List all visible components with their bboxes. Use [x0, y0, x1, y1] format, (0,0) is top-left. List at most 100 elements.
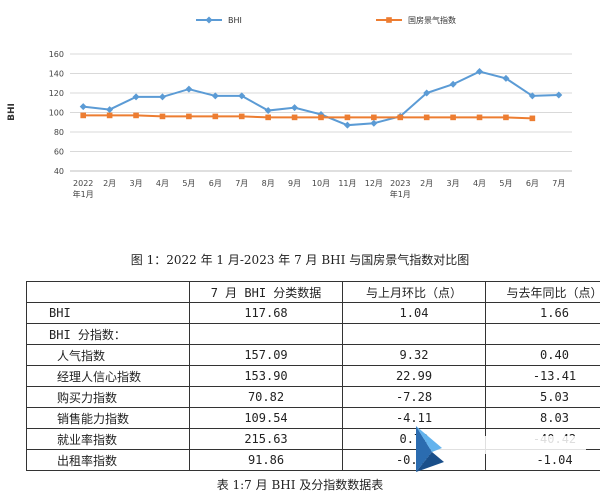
row-label: 人气指数 — [26, 344, 190, 366]
x-tick-label: 2月 — [103, 179, 116, 188]
table-row-group: BHI 分指数： — [26, 323, 600, 345]
data-point-bhi — [291, 104, 299, 112]
logo-watermark — [416, 426, 586, 472]
x-tick-line: 6月 — [209, 179, 222, 188]
y-tick-label: 140 — [49, 70, 64, 79]
data-point-bhi — [132, 93, 140, 101]
data-point-guofang — [212, 113, 219, 120]
x-tick-line: 2023 — [390, 179, 410, 188]
x-tick-label: 5月 — [182, 179, 195, 188]
data-point-guofang — [265, 114, 271, 121]
x-tick-label: 6月 — [526, 179, 539, 188]
data-point-guofang — [238, 113, 245, 120]
x-tick-label: 11月 — [338, 179, 356, 188]
x-tick-line: 2月 — [103, 179, 116, 188]
row-value: 215.63 — [189, 428, 343, 450]
row-mom: 9.32 — [342, 344, 486, 366]
row-label: 销售能力指数 — [26, 407, 190, 429]
x-tick-line: 8月 — [262, 179, 275, 188]
data-point-bhi — [106, 106, 114, 114]
row-value: 157.09 — [189, 344, 343, 366]
x-tick-label: 4月 — [473, 179, 486, 188]
x-tick-label: 3月 — [447, 179, 460, 188]
row-mom: -4.11 — [342, 407, 486, 429]
watermark-band — [436, 436, 586, 454]
x-tick-label: 2月 — [420, 179, 433, 188]
table-row: 人气指数 157.09 9.32 0.40 — [26, 344, 600, 366]
x-tick-label: 6月 — [209, 179, 222, 188]
y-tick-label: 60 — [54, 148, 64, 157]
bhi-data-table: 7 月 BHI 分类数据 与上月环比（点） 与去年同比（点） BHI 117.6… — [26, 281, 600, 471]
data-point-bhi — [502, 74, 510, 82]
row-yoy: -13.41 — [485, 365, 600, 387]
x-tick-label: 3月 — [130, 179, 143, 188]
data-point-guofang — [371, 114, 377, 121]
data-point-guofang — [529, 115, 536, 122]
row-label: 出租率指数 — [26, 449, 190, 471]
watermark-triangle-dark — [416, 426, 432, 472]
row-value: 109.54 — [189, 407, 343, 429]
x-tick-label: 2023 年1月 — [390, 179, 411, 199]
table-header-cell: 与上月环比（点） — [342, 281, 486, 303]
watermark-triangle-light — [416, 426, 442, 452]
row-mom: 22.99 — [342, 365, 486, 387]
watermark-triangle-deep — [416, 452, 444, 472]
legend-marker — [386, 17, 392, 23]
data-point-bhi — [528, 92, 536, 100]
data-point-bhi — [264, 107, 272, 115]
y-tick-label: 100 — [49, 109, 64, 118]
data-point-guofang — [397, 114, 404, 121]
data-point-guofang — [186, 113, 192, 120]
y-tick-label: 80 — [54, 128, 64, 137]
figure-caption: 图 1：2022 年 1 月-2023 年 7 月 BHI 与国房景气指数对比图 — [130, 253, 470, 267]
x-tick-label: 10月 — [312, 179, 330, 188]
sub-index-rows: 人气指数 157.09 9.32 0.40 经理人信心指数 153.90 22.99 -13.… — [26, 344, 600, 471]
data-point-bhi — [343, 121, 351, 129]
legend-marker — [205, 16, 213, 24]
row-value: 153.90 — [189, 365, 343, 387]
data-point-guofang — [423, 114, 430, 121]
chart-legend: BHI 国房景气指数 — [196, 15, 456, 25]
x-tick-line: 4月 — [156, 179, 169, 188]
y-tick-label: 120 — [49, 89, 64, 98]
x-tick-line: 12月 — [365, 179, 383, 188]
x-tick-line: 5月 — [182, 179, 195, 188]
x-tick-label: 5月 — [499, 179, 512, 188]
table-header-row: 7 月 BHI 分类数据 与上月环比（点） 与去年同比（点） — [26, 281, 600, 303]
row-label: 就业率指数 — [26, 428, 190, 450]
chart-series — [79, 68, 563, 129]
data-point-guofang — [503, 114, 509, 121]
x-tick-label: 4月 — [156, 179, 169, 188]
x-tick-line: 6月 — [526, 179, 539, 188]
x-tick-line: 10月 — [312, 179, 330, 188]
x-tick-label: 2022 年1月 — [73, 179, 94, 199]
row-yoy: 1.66 — [485, 302, 600, 324]
row-yoy: 5.03 — [485, 386, 600, 408]
row-value: 70.82 — [189, 386, 343, 408]
x-tick-line: 3月 — [130, 179, 143, 188]
row-mom: -7.28 — [342, 386, 486, 408]
table-row-bhi: BHI 117.68 1.04 1.66 — [26, 302, 600, 324]
x-tick-label: 7月 — [235, 179, 248, 188]
data-point-bhi — [211, 92, 219, 100]
data-point-bhi — [185, 85, 193, 93]
row-label: 经理人信心指数 — [26, 365, 190, 387]
data-point-guofang — [344, 114, 351, 121]
table-header-cell: 7 月 BHI 分类数据 — [189, 281, 343, 303]
row-yoy: 0.40 — [485, 344, 600, 366]
data-point-bhi — [449, 80, 457, 88]
data-point-bhi — [555, 91, 563, 99]
x-tick-line: 4月 — [473, 179, 486, 188]
x-tick-label: 9月 — [288, 179, 301, 188]
table-header-cell — [26, 281, 190, 303]
data-point-bhi — [158, 93, 166, 101]
x-tick-line: 2022 — [73, 179, 93, 188]
data-point-guofang — [291, 114, 298, 121]
x-tick-line: 7月 — [235, 179, 248, 188]
data-point-bhi — [423, 89, 431, 97]
legend-label: 国房景气指数 — [408, 15, 456, 25]
x-tick-label: 7月 — [552, 179, 565, 188]
x-tick-line: 年1月 — [73, 189, 94, 199]
x-tick-label: 8月 — [262, 179, 275, 188]
